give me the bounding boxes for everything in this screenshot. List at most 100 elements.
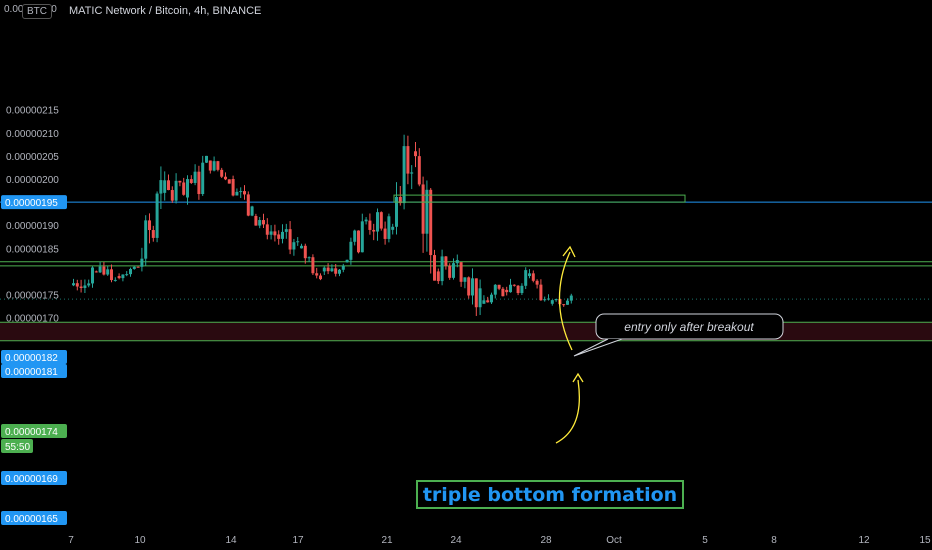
candle-body xyxy=(493,284,497,295)
candle-body xyxy=(296,241,300,243)
time-axis: 7 10 14 17 21 24 28 Oct 5 8 12 15 xyxy=(68,535,931,546)
candle-body xyxy=(102,266,106,275)
candle-body xyxy=(284,229,288,232)
candle-body xyxy=(144,220,148,259)
callout-pointer xyxy=(573,338,623,357)
price-tick-label: 0.00000170 xyxy=(6,314,59,325)
candle-body xyxy=(425,189,429,234)
candle-body xyxy=(501,288,505,297)
candle-body xyxy=(239,191,243,193)
candle-body xyxy=(459,262,463,282)
candle-body xyxy=(193,171,197,183)
price-tick-label: 0.00000205 xyxy=(6,152,59,163)
candle-body xyxy=(151,230,155,238)
candle-body xyxy=(262,220,265,225)
candle-body xyxy=(433,255,436,281)
breakout-arrow xyxy=(555,379,580,444)
price-badge xyxy=(1,364,67,378)
candle-body xyxy=(174,180,178,201)
candle-body xyxy=(391,226,395,230)
candle-body xyxy=(159,180,163,194)
candle-body xyxy=(467,277,471,296)
candle-body xyxy=(254,215,258,226)
target-box xyxy=(393,194,686,203)
time-tick-label: 15 xyxy=(919,535,931,546)
candle-body xyxy=(227,179,231,184)
time-tick-label: 12 xyxy=(858,535,870,546)
candle-body xyxy=(136,266,140,268)
candle-body xyxy=(547,298,550,300)
candle-body xyxy=(383,228,387,239)
candle-body xyxy=(326,267,330,272)
candle-body xyxy=(220,169,224,177)
time-tick-label: Oct xyxy=(606,535,622,546)
candle-body xyxy=(315,273,319,276)
candle-body xyxy=(300,245,303,249)
candle-body xyxy=(197,171,201,195)
candle-body xyxy=(341,265,345,270)
candle-body xyxy=(132,266,136,269)
candle-body xyxy=(75,283,79,287)
candle-body xyxy=(212,161,216,171)
candle-body xyxy=(94,271,98,273)
candle-body xyxy=(307,257,311,259)
breakout-arrowhead xyxy=(572,372,584,383)
time-tick-label: 10 xyxy=(134,535,146,546)
candle-body xyxy=(79,286,83,288)
price-badge-label: 0.00000195 xyxy=(5,198,58,209)
chart-header: BTC MATIC Network / Bitcoin, 4h, BINANCE xyxy=(0,0,261,22)
candle-body xyxy=(402,146,406,204)
candle-body xyxy=(395,196,398,227)
candle-body xyxy=(140,258,144,267)
candle-body xyxy=(167,180,170,191)
pattern-label-box xyxy=(416,480,684,509)
candle-body xyxy=(486,300,490,303)
candle-body xyxy=(414,151,417,157)
candle-body xyxy=(243,191,246,195)
candle-body xyxy=(440,256,444,282)
candle-body xyxy=(110,269,113,281)
candle-body xyxy=(235,191,239,196)
candle-body xyxy=(535,280,539,285)
candle-body xyxy=(478,288,482,308)
candle-body xyxy=(497,284,501,289)
time-tick-label: 7 xyxy=(68,535,74,546)
target-arrow xyxy=(558,251,573,351)
time-tick-label: 8 xyxy=(771,535,777,546)
candle-body xyxy=(569,295,573,301)
candle-body xyxy=(269,231,273,235)
candle-body xyxy=(208,160,212,171)
candle-body xyxy=(292,242,296,250)
price-tick-label: 0.00000210 xyxy=(6,129,59,140)
candle-body xyxy=(436,271,440,282)
time-tick-label: 21 xyxy=(381,535,393,546)
candle-body xyxy=(566,300,569,305)
candles xyxy=(72,134,573,316)
candle-body xyxy=(163,180,167,193)
candle-body xyxy=(113,279,117,281)
price-tick-label: 0.00000215 xyxy=(6,106,59,117)
candle-body xyxy=(273,231,277,236)
candle-body xyxy=(182,182,186,195)
price-badge xyxy=(1,511,67,525)
time-tick-label: 5 xyxy=(702,535,708,546)
candle-body xyxy=(372,229,376,232)
candle-body xyxy=(106,269,110,275)
candle-body xyxy=(246,194,250,216)
callout-box xyxy=(595,313,784,340)
candle-body xyxy=(322,267,326,272)
candle-body xyxy=(91,267,94,284)
price-tick-label: 0.00000200 xyxy=(6,175,59,186)
candle-body xyxy=(387,216,391,239)
candle-body xyxy=(330,268,334,272)
candle-body xyxy=(231,179,235,196)
currency-badge[interactable]: BTC xyxy=(22,3,52,19)
candle-body xyxy=(250,206,254,216)
candle-body xyxy=(410,172,414,174)
price-tick-label: 0.00000190 xyxy=(6,221,59,232)
price-badge-label: 0.00000181 xyxy=(5,367,58,378)
candle-body xyxy=(98,266,102,273)
candle-body xyxy=(516,285,520,294)
candle-body xyxy=(338,269,341,274)
candle-body xyxy=(83,285,87,288)
